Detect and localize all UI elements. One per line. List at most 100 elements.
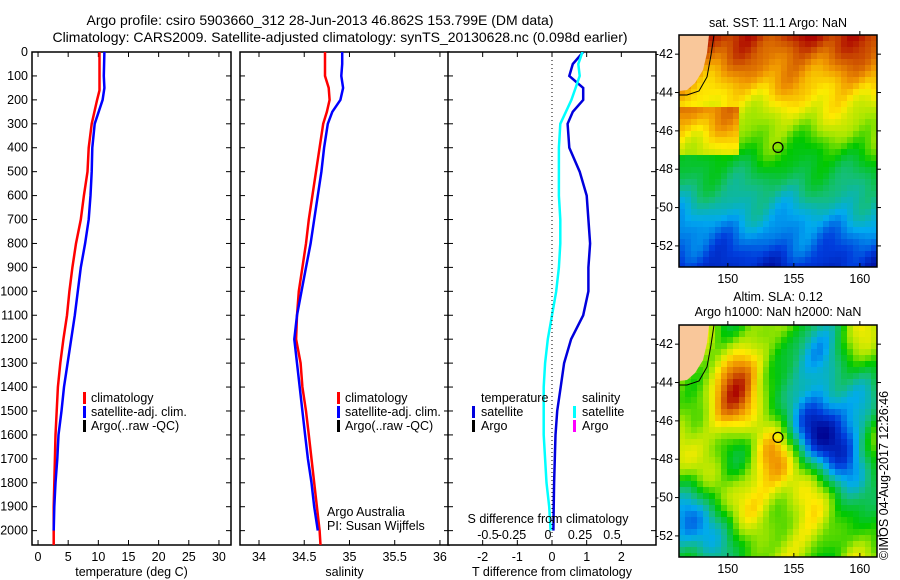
sst-map-cell <box>841 77 847 83</box>
sst-map-cell <box>751 101 757 107</box>
sla-map-cell <box>781 457 787 463</box>
sla-map-cell <box>793 433 799 439</box>
sla-map-cell <box>847 511 853 517</box>
sla-map-cell <box>829 463 835 469</box>
sla-map-cell <box>823 361 829 367</box>
sla-map-cell <box>721 469 727 475</box>
sst-map-cell <box>751 203 757 209</box>
sst-map-cell <box>817 197 823 203</box>
sst-map-cell <box>769 143 775 149</box>
sst-map-cell <box>745 227 751 233</box>
sla-map-cell <box>709 481 715 487</box>
sst-map-cell <box>697 101 703 107</box>
sla-map-cell <box>859 553 865 557</box>
sst-map-cell <box>781 167 787 173</box>
sst-map-cell <box>793 245 799 251</box>
sla-map-cell <box>823 553 829 557</box>
temp-series-group <box>52 52 106 545</box>
sla-map-cell <box>721 331 727 337</box>
sla-map-cell <box>853 409 859 415</box>
sla-map-cell <box>739 427 745 433</box>
sst-map-cell <box>805 179 811 185</box>
sla-map-cell <box>733 409 739 415</box>
sst-map-cell <box>733 245 739 251</box>
sla-map-cell <box>715 481 721 487</box>
sst-map-cell <box>733 221 739 227</box>
sst-map-cell <box>691 245 697 251</box>
sla-map-cell <box>685 547 691 553</box>
sst-map-cell <box>829 107 835 113</box>
sst-map-cell <box>751 155 757 161</box>
sla-map-cell <box>847 475 853 481</box>
sla-map-cell <box>691 529 697 535</box>
sla-map-cell <box>847 427 853 433</box>
sst-map-cell <box>727 245 733 251</box>
sla-map-cell <box>817 421 823 427</box>
sst-map-ytick-label: -46 <box>655 124 673 138</box>
sst-map-cell <box>799 95 805 101</box>
sla-map-cell <box>871 355 877 361</box>
sst-map-cell <box>763 155 769 161</box>
sst-map-cell <box>859 251 865 257</box>
sst-map-cell <box>757 137 763 143</box>
sst-map-cell <box>739 65 745 71</box>
sst-map-cell <box>823 59 829 65</box>
sla-map-cell <box>847 397 853 403</box>
sla-map-cell <box>793 337 799 343</box>
sst-map-cell <box>709 215 715 221</box>
sst-map-cell <box>793 227 799 233</box>
sst-map-cell <box>847 71 853 77</box>
sla-map-cell <box>751 391 757 397</box>
temp-xtick-label: 25 <box>182 550 196 564</box>
sst-map-cell <box>703 221 709 227</box>
sst-map-cell <box>757 251 763 257</box>
sst-map-cell <box>817 53 823 59</box>
sla-map-cell <box>865 445 871 451</box>
sst-map-cell <box>763 83 769 89</box>
sst-map-cell <box>679 263 685 267</box>
sst-map-cell <box>709 251 715 257</box>
sst-map-cell <box>733 41 739 47</box>
sst-map-cell <box>709 41 715 47</box>
sla-map-cell <box>811 421 817 427</box>
sla-map-cell <box>685 535 691 541</box>
sst-map-cell <box>757 185 763 191</box>
sst-map-cell <box>829 155 835 161</box>
sst-map-cell <box>835 161 841 167</box>
sst-map-cell <box>709 209 715 215</box>
sla-map-cell <box>793 331 799 337</box>
sst-map-cell <box>805 47 811 53</box>
sla-map-cell <box>739 355 745 361</box>
sst-map-cell <box>811 257 817 263</box>
sla-map-cell <box>787 499 793 505</box>
sst-map-cell <box>715 101 721 107</box>
sst-map-cell <box>823 251 829 257</box>
sla-map-cell <box>751 337 757 343</box>
sst-map-cell <box>685 119 691 125</box>
sla-map-cell <box>685 385 691 391</box>
sla-map-cell <box>721 493 727 499</box>
sla-map-cell <box>817 535 823 541</box>
sst-map-cell <box>781 137 787 143</box>
sst-map-cell <box>865 65 871 71</box>
sst-map-cell <box>799 71 805 77</box>
sla-map-cell <box>823 379 829 385</box>
sst-map-cell <box>685 95 691 101</box>
sst-map-cell <box>799 233 805 239</box>
sst-map-cell <box>793 239 799 245</box>
sst-map-cell <box>835 143 841 149</box>
sla-map-cell <box>829 469 835 475</box>
sla-map-cell <box>727 403 733 409</box>
sla-map-cell <box>703 541 709 547</box>
sla-map-cell <box>715 325 721 331</box>
sal-xtick-label: 35.5 <box>383 550 407 564</box>
sla-map-cell <box>715 475 721 481</box>
sst-map-cell <box>769 113 775 119</box>
sla-map-cell <box>721 415 727 421</box>
sst-map-xtick-label: 160 <box>849 272 870 286</box>
sst-map-cell <box>829 101 835 107</box>
sst-map-cell <box>751 137 757 143</box>
sla-map-cell <box>823 499 829 505</box>
sst-map-xtick-label: 155 <box>783 272 804 286</box>
sst-map-cell <box>769 251 775 257</box>
